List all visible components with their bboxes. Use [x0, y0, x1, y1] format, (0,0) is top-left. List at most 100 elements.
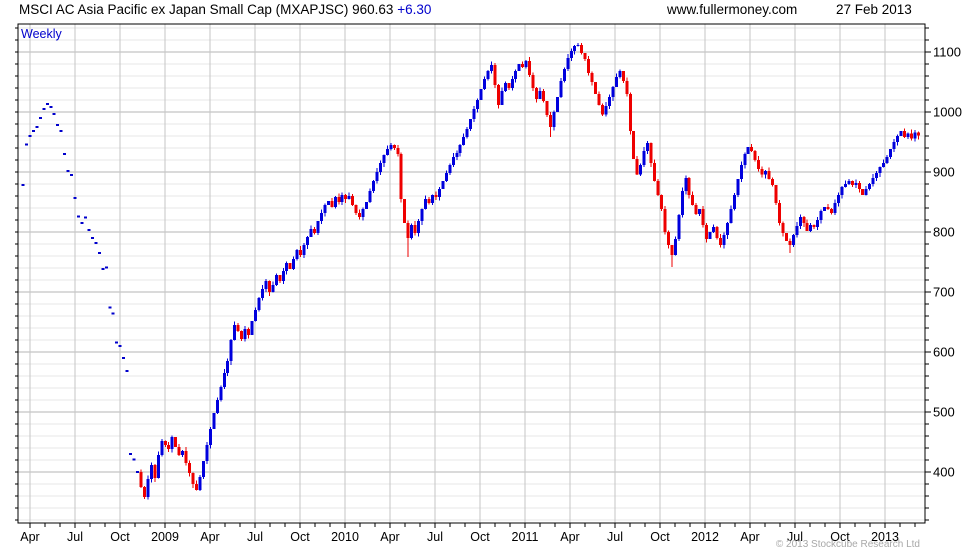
candlestick	[791, 235, 795, 246]
candlestick	[371, 181, 375, 192]
y-axis-label: 1000	[933, 105, 962, 120]
x-axis-label: Apr	[20, 530, 39, 544]
candlestick	[878, 167, 882, 174]
candlestick	[278, 275, 282, 282]
price-dot	[66, 169, 70, 172]
candlestick	[722, 235, 726, 246]
candlestick	[396, 148, 400, 154]
candlestick	[746, 146, 750, 154]
candlestick	[576, 44, 580, 47]
candlestick	[826, 206, 830, 210]
candlestick	[639, 164, 643, 175]
candlestick	[347, 196, 351, 199]
candlestick	[736, 179, 740, 195]
candlestick	[514, 71, 518, 79]
candlestick	[569, 50, 573, 58]
candlestick	[323, 205, 327, 213]
date-label: 27 Feb 2013	[836, 2, 912, 17]
candlestick	[913, 132, 917, 139]
candlestick	[188, 463, 192, 474]
candlestick	[819, 211, 823, 220]
candlestick	[170, 437, 174, 450]
frequency-label: Weekly	[21, 27, 62, 41]
candlestick	[510, 79, 514, 88]
candlestick	[875, 173, 879, 178]
candlestick	[274, 275, 278, 285]
candlestick	[857, 182, 861, 189]
candlestick	[673, 239, 677, 255]
candlestick	[496, 85, 500, 105]
candlestick	[365, 202, 369, 210]
candlestick	[285, 263, 289, 271]
candlestick	[625, 80, 629, 94]
y-axis-label: 800	[933, 225, 955, 240]
candlestick	[545, 101, 549, 115]
candlestick	[191, 473, 195, 484]
candlestick	[864, 188, 868, 195]
candlestick	[701, 209, 705, 225]
price-dot	[94, 241, 98, 244]
candlestick	[906, 133, 910, 138]
candlestick	[802, 217, 806, 223]
candlestick	[836, 194, 840, 204]
candlestick	[295, 250, 299, 259]
price-dot	[70, 174, 74, 176]
candlestick	[330, 200, 334, 207]
candlestick	[219, 386, 223, 400]
candlestick	[493, 65, 497, 85]
candlestick	[899, 131, 903, 136]
candlestick	[840, 187, 844, 195]
candlestick	[830, 209, 834, 213]
candlestick	[368, 191, 372, 202]
candlestick	[798, 217, 802, 226]
candlestick	[590, 73, 594, 82]
candlestick	[774, 185, 778, 204]
candlestick	[729, 209, 733, 223]
candlestick	[434, 194, 438, 198]
candlestick	[424, 199, 428, 210]
candlestick	[573, 46, 577, 51]
candlestick	[882, 163, 886, 168]
candlestick	[299, 250, 303, 255]
candlestick	[684, 178, 688, 192]
candlestick	[344, 194, 348, 199]
candlestick	[476, 100, 480, 109]
candlestick	[646, 143, 650, 151]
candlestick	[351, 196, 355, 205]
candlestick	[548, 115, 552, 127]
candlestick	[302, 245, 306, 255]
candlestick	[354, 205, 358, 213]
candlestick	[663, 209, 667, 232]
price-dot	[104, 266, 108, 269]
price-dot	[42, 108, 46, 110]
candlestick	[472, 109, 476, 120]
candlestick	[441, 181, 445, 189]
candlestick	[781, 223, 785, 234]
candlestick	[437, 188, 441, 198]
candlestick	[885, 157, 889, 163]
x-axis-label: Apr	[740, 530, 759, 544]
candlestick	[559, 80, 563, 97]
candlestick	[378, 163, 382, 172]
price-dot	[63, 153, 67, 155]
candlestick	[528, 61, 532, 75]
price-dot	[129, 453, 133, 455]
candlestick	[777, 203, 781, 223]
candlestick	[795, 226, 799, 235]
price-dot	[28, 135, 32, 137]
x-axis-label: Apr	[380, 530, 399, 544]
price-dot	[136, 471, 140, 473]
x-axis-label: Oct	[650, 530, 670, 544]
candlestick	[753, 151, 757, 160]
candlestick	[632, 131, 636, 159]
candlestick	[427, 199, 431, 204]
last-price: 960.63	[352, 2, 394, 17]
candlestick	[649, 143, 653, 163]
website-label: www.fullermoney.com	[667, 2, 798, 17]
candlestick	[538, 91, 542, 99]
plot-frame	[17, 23, 926, 524]
candlestick	[420, 209, 424, 222]
candlestick	[413, 224, 417, 234]
candlestick	[555, 97, 559, 112]
price-dot	[52, 112, 56, 115]
